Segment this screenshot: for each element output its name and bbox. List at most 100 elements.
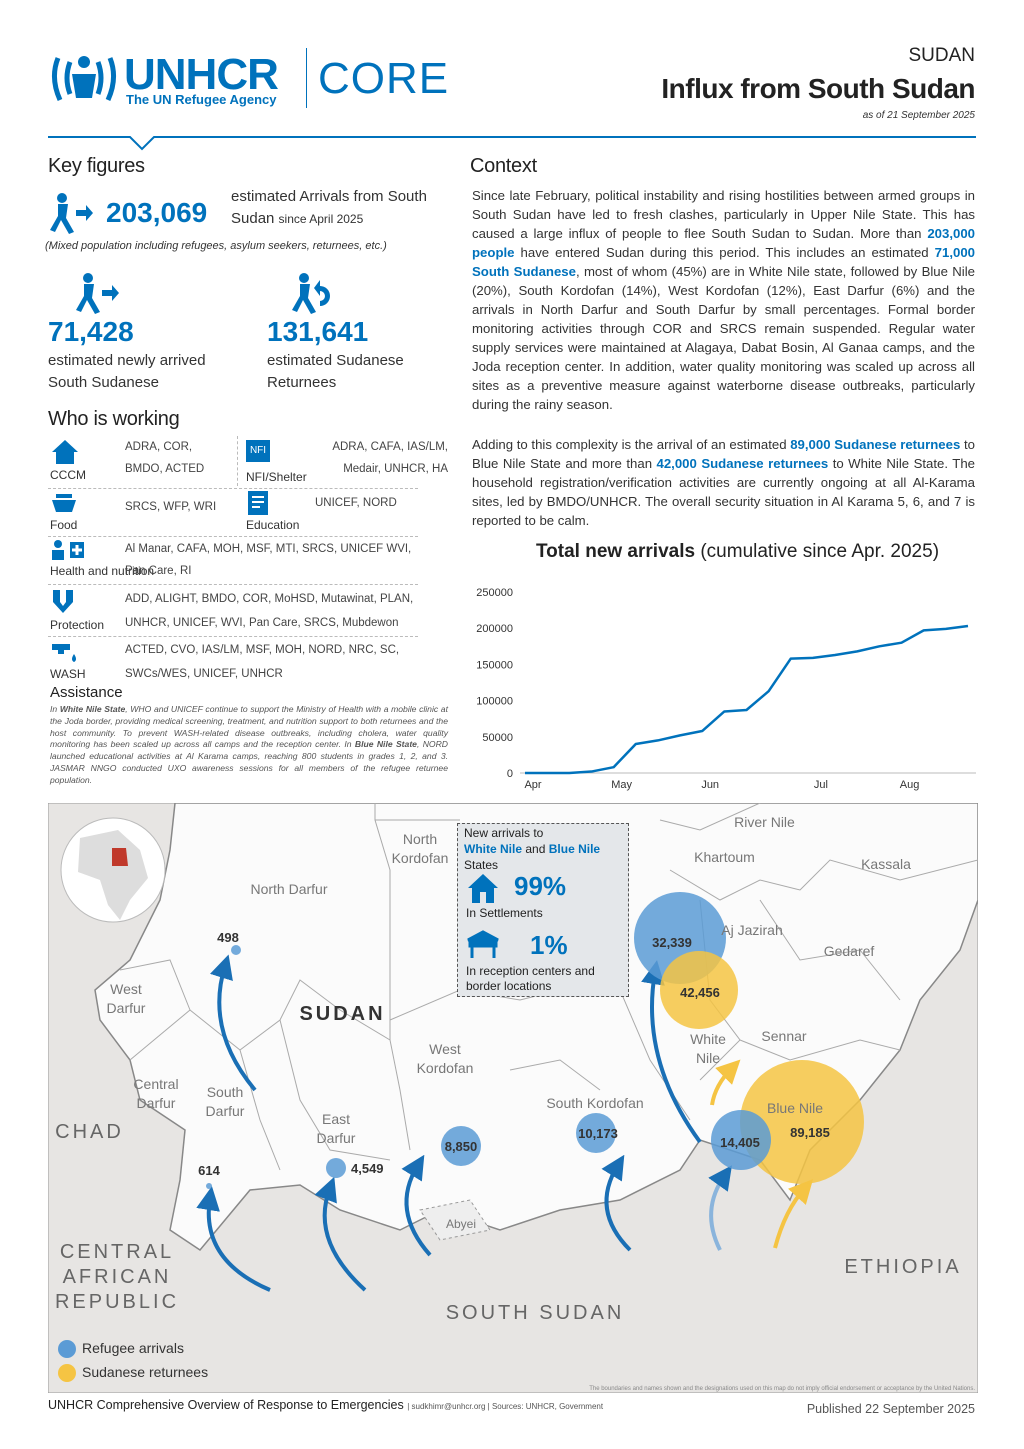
divider [306, 48, 307, 108]
text: In [50, 704, 60, 714]
sector-partners: ADRA, CAFA, IAS/LM, Medair, UNHCR, HA [332, 441, 448, 475]
bubble-label: 4,549 [351, 1161, 384, 1176]
y-tick-label: 200000 [476, 623, 513, 635]
sector-partners: SRCS, WFP, WRI [125, 501, 217, 513]
arrivals-note: (Mixed population including refugees, as… [45, 240, 387, 252]
context-title: Context [470, 155, 537, 177]
region-label: Khartoum [694, 849, 755, 865]
chart-heading: Total new arrivals (cumulative since Apr… [470, 541, 1005, 563]
footer-program: UNHCR Comprehensive Overview of Response… [48, 1398, 404, 1412]
neighbour-label: CHAD [55, 1121, 124, 1143]
separator [48, 584, 418, 585]
bubble-label: 89,185 [790, 1125, 830, 1140]
bubble [740, 1060, 864, 1184]
core-label: CORE [318, 54, 450, 103]
logo-emblem [52, 56, 116, 102]
education-icon [248, 491, 268, 515]
sector-name: CCCM [50, 468, 86, 482]
page-title: Influx from South Sudan [661, 73, 975, 104]
stat-value: 99% [514, 871, 567, 901]
chart-subtitle: (cumulative since Apr. 2025) [700, 541, 940, 562]
newly-arrived-icon [76, 273, 119, 314]
text: States [464, 858, 499, 872]
text: Since late February, political instabili… [472, 188, 975, 241]
abyei-area [419, 1199, 491, 1241]
health-icon [52, 540, 84, 560]
separator [48, 536, 418, 537]
map: 498 614 4,549 8,850 10,173 32,339 42,456… [48, 803, 978, 1393]
sector-partners: ADRA, COR, BMDO, ACTED [125, 441, 205, 475]
food-icon [52, 494, 76, 512]
bubble [660, 951, 738, 1029]
bubble-label: 14,405 [720, 1135, 760, 1150]
region-label: South Kordofan [546, 1095, 644, 1111]
sector-name: Education [246, 518, 300, 532]
text: , WHO and UNICEF continue to support the… [50, 704, 448, 750]
bubble [231, 945, 241, 955]
sector-name: Protection [50, 618, 105, 632]
stat-label: In reception centers and border location… [466, 964, 595, 993]
region-label: North Kordofan [391, 831, 449, 866]
wash-icon [52, 644, 76, 662]
context-paragraph: Adding to this complexity is the arrival… [472, 435, 975, 530]
y-tick-label: 100000 [476, 696, 513, 708]
neighbour-label: SOUTH SUDAN [445, 1302, 625, 1324]
sector-name: Health and nutrition [50, 564, 155, 578]
arrivals-icon [50, 193, 93, 234]
figure-label: estimated Sudanese Returnees [267, 352, 404, 391]
x-tick-label: Aug [900, 779, 920, 791]
neighbour-label: ETHIOPIA [844, 1256, 962, 1278]
region-label: West Kordofan [416, 1041, 474, 1076]
y-tick-label: 150000 [476, 659, 513, 671]
bubble [711, 1110, 771, 1170]
highlight: White Nile [464, 842, 523, 856]
figure-value: 131,641 [267, 316, 369, 347]
disclaimer: The boundaries and names shown and the d… [589, 1386, 975, 1392]
y-tick-label: 50000 [482, 732, 513, 744]
region-label: Abyei [445, 1217, 477, 1231]
bubble [206, 1183, 212, 1189]
highlight: Blue Nile [548, 842, 601, 856]
inset-title: New arrivals to White Nile and Blue Nile S… [464, 825, 624, 873]
bubble-label: 42,456 [680, 985, 720, 1000]
bubble [441, 1126, 481, 1166]
region-label: North Darfur [250, 881, 328, 897]
separator [48, 636, 418, 637]
stat-label: In Settlements [466, 906, 543, 920]
assistance-title: Assistance [50, 684, 123, 701]
stat-value: 1% [530, 930, 568, 960]
sector-name: WASH [50, 667, 86, 681]
y-tick-label: 250000 [476, 587, 513, 599]
key-figures-title: Key figures [48, 155, 145, 177]
x-tick-label: Jun [701, 779, 719, 791]
country: SUDAN [908, 45, 975, 66]
text: Adding to this complexity is the arrival… [472, 437, 791, 452]
country-label: SUDAN [299, 1003, 386, 1025]
logo-tagline: The UN Refugee Agency [126, 92, 277, 107]
sector-partners: Al Manar, CAFA, MOH, MSF, MTI, SRCS, UNI… [125, 543, 412, 577]
date: as of 21 September 2025 [862, 110, 975, 121]
figure-label: estimated newly arrived South Sudanese [48, 352, 206, 391]
neighbour-label: CENTRAL AFRICAN REPUBLIC [54, 1241, 180, 1313]
inset-box: New arrivals to White Nile and Blue Nile S… [457, 823, 629, 997]
context-paragraph: Since late February, political instabili… [472, 186, 975, 414]
region-label: Aj Jazirah [721, 922, 783, 938]
region-label: South Darfur [205, 1084, 245, 1119]
separator [237, 436, 238, 486]
legend-label: Sudanese returnees [82, 1364, 208, 1380]
sector-name: Food [50, 518, 78, 532]
separator [48, 488, 418, 489]
x-tick-label: May [611, 779, 632, 791]
region-label: Kassala [861, 856, 911, 872]
assistance-text: In White Nile State, WHO and UNICEF cont… [50, 704, 448, 787]
sector-partners: UNICEF, NORD [315, 497, 397, 509]
region-label: Sennar [761, 1028, 807, 1044]
arrivals-label: estimated Arrivals from South Sudan sinc… [231, 186, 431, 230]
footer-published: Published 22 September 2025 [806, 1402, 975, 1416]
figure-value: 71,428 [48, 316, 134, 347]
text: to White Nile State. The household regis… [472, 456, 975, 528]
legend-label: Refugee arrivals [82, 1340, 184, 1356]
highlight: 89,000 Sudanese returnees [790, 437, 961, 452]
text: New arrivals to [464, 826, 544, 840]
text: to Blue Nile State and more than [472, 437, 975, 471]
